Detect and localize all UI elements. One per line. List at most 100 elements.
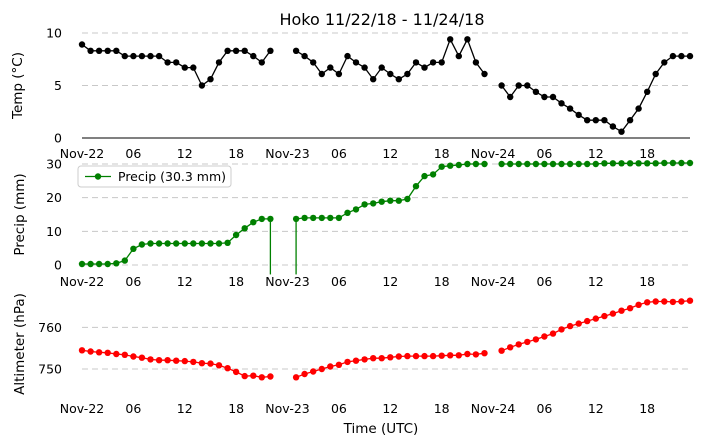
legend-label: Precip (30.3 mm) — [118, 169, 226, 184]
precip-x-tick-label: 12 — [382, 274, 398, 289]
temp-data-point — [113, 47, 120, 54]
altimeter-data-point — [121, 351, 128, 358]
temp-data-point — [678, 52, 685, 60]
precip-data-point — [327, 214, 334, 222]
altimeter-x-tick-label: 18 — [434, 401, 450, 416]
altimeter-data-point — [592, 315, 599, 322]
temp-y-axis-label: Temp (°C) — [10, 52, 26, 120]
panel-precip: 0 10 20 30 Precip (mm) Nov-22 06 12 18 Nov-23 06 12… — [12, 157, 694, 289]
precip-data-point — [644, 160, 651, 167]
temp-x-tick-label: Nov-22 — [60, 146, 104, 161]
panel-temp: 0 5 10 Temp (°C) Nov-22 06 12 18 Nov-23 06 12 18 Nov… — [10, 26, 694, 161]
altimeter-x-tick-label: Nov-24 — [471, 401, 516, 416]
temp-data-point — [267, 47, 274, 54]
temp-data-point — [95, 47, 103, 54]
temp-data-point — [626, 117, 634, 124]
altimeter-data-point — [335, 361, 343, 368]
precip-data-point — [626, 160, 634, 167]
precip-data-point — [515, 160, 522, 168]
altimeter-data-point — [327, 363, 334, 370]
temp-data-point — [515, 82, 522, 89]
temp-data-point — [78, 41, 86, 48]
temp-data-point — [318, 70, 325, 78]
altimeter-data-point — [232, 368, 240, 376]
temp-data-point — [532, 88, 540, 96]
temp-data-point — [387, 70, 394, 78]
precip-data-point — [138, 241, 146, 248]
altimeter-data-point — [215, 362, 223, 369]
temp-x-tick-label: 12 — [382, 146, 398, 161]
temp-data-point — [661, 59, 668, 66]
temp-data-point — [601, 117, 608, 124]
precip-data-point — [558, 160, 565, 168]
temp-data-point — [447, 36, 454, 43]
precip-data-point — [532, 160, 540, 168]
altimeter-data-point — [609, 310, 617, 317]
precip-data-point — [524, 160, 531, 168]
temp-data-point — [173, 59, 180, 66]
altimeter-x-tick-label: 06 — [536, 401, 552, 416]
temp-data-point — [575, 111, 582, 119]
precip-data-point — [472, 160, 480, 168]
precip-data-point — [429, 171, 437, 178]
altimeter-data-point — [644, 299, 651, 306]
altimeter-data-point — [190, 358, 197, 366]
altimeter-data-point — [310, 368, 317, 375]
precip-data-point — [250, 219, 257, 226]
temp-data-point — [438, 59, 445, 66]
altimeter-data-point — [635, 301, 642, 308]
temp-data-point — [370, 76, 377, 83]
precip-data-point — [318, 214, 325, 222]
altimeter-data-point — [412, 352, 420, 360]
temp-x-tick-label: Nov-24 — [471, 146, 516, 161]
precip-data-point — [198, 240, 206, 247]
altimeter-data-point — [258, 374, 265, 381]
temp-data-point — [301, 52, 308, 60]
temp-data-point — [310, 59, 317, 66]
temp-data-point — [498, 82, 505, 89]
altimeter-data-point — [207, 360, 214, 367]
altimeter-x-tick-label: 18 — [639, 401, 655, 416]
precip-x-tick-label: 18 — [434, 274, 450, 289]
precip-y-tick-label: 10 — [46, 224, 62, 239]
altimeter-data-point — [344, 358, 351, 366]
temp-x-tick-label: 12 — [588, 146, 604, 161]
temp-x-tick-label: 06 — [125, 146, 141, 161]
temp-data-point — [395, 76, 402, 83]
altimeter-data-point — [618, 307, 625, 314]
temp-y-tick-label: 5 — [54, 78, 62, 93]
temp-data-point — [335, 70, 343, 78]
altimeter-data-point — [241, 372, 248, 380]
altimeter-data-point — [378, 355, 385, 362]
precip-data-point — [87, 260, 94, 268]
altimeter-data-point — [352, 357, 360, 364]
precip-data-point — [207, 240, 214, 247]
altimeter-data-point — [361, 356, 368, 363]
temp-data-point — [352, 59, 360, 66]
precip-data-point — [412, 183, 420, 190]
precip-data-point — [335, 214, 343, 222]
temp-data-point — [507, 93, 514, 101]
temp-data-point — [361, 64, 368, 71]
precip-data-point — [232, 231, 240, 239]
altimeter-data-point — [532, 336, 540, 343]
precip-data-point — [173, 240, 180, 247]
altimeter-data-point — [507, 344, 514, 351]
temp-data-point — [138, 52, 146, 60]
temp-data-point — [455, 52, 462, 60]
altimeter-x-tick-label: 18 — [228, 401, 244, 416]
temp-data-point — [652, 70, 659, 78]
altimeter-data-point — [318, 365, 325, 373]
temp-data-point — [207, 76, 214, 83]
temp-data-point — [429, 59, 437, 66]
temp-data-point — [198, 82, 206, 89]
precip-data-point — [635, 160, 642, 167]
precip-y-tick-label: 20 — [46, 190, 62, 205]
altimeter-data-point — [155, 357, 163, 364]
temp-x-tick-label: 18 — [228, 146, 244, 161]
precip-data-point — [78, 260, 86, 268]
temp-data-point — [481, 70, 488, 78]
altimeter-data-point — [138, 354, 146, 361]
altimeter-y-axis-label: Altimeter (hPa) — [12, 293, 28, 395]
altimeter-data-point — [541, 333, 548, 340]
